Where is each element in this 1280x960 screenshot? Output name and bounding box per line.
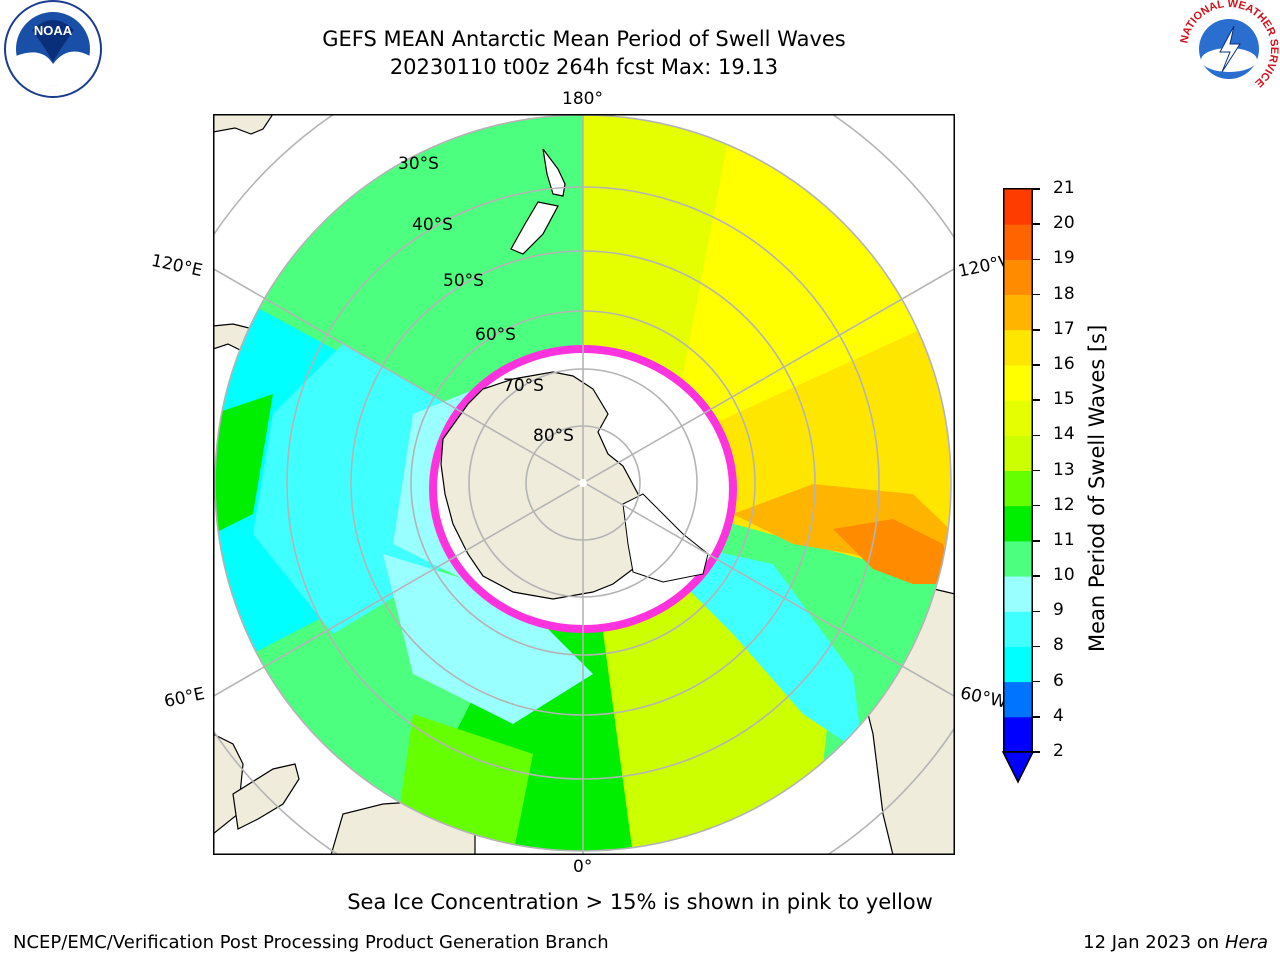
colorbar-tick-label: 14 xyxy=(1053,424,1075,445)
new-zealand xyxy=(510,148,566,255)
footer-credit: NCEP/EMC/Verification Post Processing Pr… xyxy=(13,932,609,953)
colorbar-bin xyxy=(1004,505,1032,542)
colorbar-tick-label: 6 xyxy=(1053,670,1064,691)
colorbar-bin xyxy=(1004,681,1032,718)
colorbar-tick-label: 4 xyxy=(1053,705,1064,726)
lat-label-40s: 40°S xyxy=(412,215,453,235)
lat-label-60s: 60°S xyxy=(475,325,516,345)
colorbar-bin xyxy=(1004,400,1032,436)
colorbar-tick-label: 18 xyxy=(1053,283,1075,304)
colorbar-tick-label: 16 xyxy=(1053,353,1075,374)
lat-label-70s: 70°S xyxy=(503,376,544,396)
colorbar-extend-min-arrow xyxy=(1001,751,1035,784)
colorbar-tick-mark xyxy=(1032,575,1040,577)
colorbar-bin xyxy=(1004,259,1032,296)
colorbar xyxy=(1001,188,1035,784)
colorbar-tick-mark xyxy=(1032,188,1040,190)
colorbar-tick-label: 21 xyxy=(1053,178,1075,198)
colorbar-bin xyxy=(1004,646,1032,683)
colorbar-bin xyxy=(1004,540,1032,577)
colorbar-bin xyxy=(1004,716,1032,753)
colorbar-tick-mark xyxy=(1032,364,1040,366)
colorbar-tick-label: 19 xyxy=(1053,248,1075,269)
polar-map: 30°S 40°S 50°S 60°S 70°S 80°S xyxy=(213,114,955,855)
colorbar-tick-label: 10 xyxy=(1053,565,1075,586)
colorbar-tick-mark xyxy=(1032,680,1040,683)
footer-date: 12 Jan 2023 on Hera xyxy=(1083,932,1268,953)
colorbar-tick-label: 17 xyxy=(1053,318,1075,339)
colorbar-tick-label: 8 xyxy=(1053,635,1064,656)
footer-host: Hera xyxy=(1224,932,1268,953)
colorbar-tick-mark xyxy=(1032,469,1040,472)
nws-logo: NATIONAL WEATHER SERVICE xyxy=(1178,0,1280,98)
colorbar-label: Mean Period of Swell Waves [s] xyxy=(1085,324,1109,652)
colorbar-tick-label: 9 xyxy=(1053,600,1064,621)
footer-date-text: 12 Jan 2023 on xyxy=(1083,932,1225,953)
lon-label-0: 0° xyxy=(573,857,593,877)
colorbar-tick-mark xyxy=(1032,399,1040,401)
map-subtitle: 20230110 t00z 264h fcst Max: 19.13 xyxy=(389,55,779,79)
colorbar-bin xyxy=(1004,189,1032,225)
colorbar-tick-mark xyxy=(1032,504,1040,507)
colorbar-bin xyxy=(1004,329,1032,366)
noaa-logo: NOAA xyxy=(4,0,102,98)
lon-label-120e: 120°E xyxy=(149,250,205,282)
colorbar-tick-mark xyxy=(1032,716,1040,718)
colorbar-tick-label: 11 xyxy=(1053,529,1075,550)
colorbar-tick-mark xyxy=(1032,540,1040,542)
map-title: GEFS MEAN Antarctic Mean Period of Swell… xyxy=(322,27,846,51)
lon-label-60e: 60°E xyxy=(162,683,207,713)
colorbar-bin xyxy=(1004,470,1032,507)
colorbar-tick-label: 12 xyxy=(1053,494,1075,515)
colorbar-tick-label: 20 xyxy=(1053,213,1075,234)
colorbar-tick-mark xyxy=(1032,329,1040,331)
colorbar-tick-label: 2 xyxy=(1053,741,1064,761)
colorbar-tick-mark xyxy=(1032,223,1040,225)
colorbar-tick-label: 15 xyxy=(1053,389,1075,410)
lon-label-180: 180° xyxy=(562,89,603,109)
sea-ice-note: Sea Ice Concentration > 15% is shown in … xyxy=(347,890,933,914)
lat-label-80s: 80°S xyxy=(533,426,574,446)
colorbar-tick-mark xyxy=(1032,434,1040,437)
colorbar-bin xyxy=(1004,294,1032,331)
colorbar-tick-mark xyxy=(1032,258,1040,261)
colorbar-tick-mark xyxy=(1032,751,1040,753)
colorbar-swatches xyxy=(1004,189,1032,753)
colorbar-bin xyxy=(1004,364,1032,401)
lat-label-50s: 50°S xyxy=(443,271,484,291)
colorbar-bin xyxy=(1004,224,1032,260)
noaa-logo-text: NOAA xyxy=(34,23,73,38)
colorbar-bin xyxy=(1004,576,1032,612)
colorbar-tick-label: 13 xyxy=(1053,459,1075,480)
colorbar-tick-mark xyxy=(1032,293,1040,296)
colorbar-tick-mark xyxy=(1032,610,1040,612)
colorbar-tick-mark xyxy=(1032,645,1040,648)
lat-label-30s: 30°S xyxy=(398,154,439,174)
colorbar-bin xyxy=(1004,611,1032,647)
colorbar-bin xyxy=(1004,435,1032,471)
